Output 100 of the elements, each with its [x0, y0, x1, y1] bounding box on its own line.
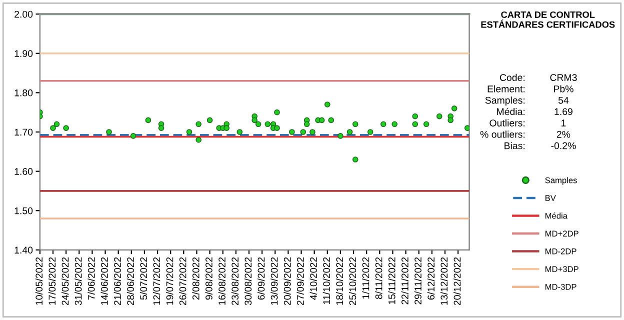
point [346, 129, 353, 135]
point [412, 113, 418, 120]
text: % outliers: [480, 130, 525, 138]
y-tick-label: 1.50 [14, 207, 33, 214]
point [264, 121, 271, 128]
text: CRM3 [550, 74, 577, 82]
point [145, 117, 152, 124]
point [328, 117, 334, 124]
point [392, 121, 398, 128]
point [300, 129, 306, 135]
x-tick-label: 5/07/2022 [140, 257, 148, 300]
x-tick-label: 11/10/2022 [322, 257, 330, 304]
point [224, 125, 230, 131]
point [304, 121, 310, 128]
point [106, 129, 112, 135]
text: Pb% [554, 85, 574, 92]
y-tick-label: 1.70 [14, 128, 33, 136]
legend-label: MD-2DP [546, 248, 576, 254]
x-tick-label: 31/05/2022 [74, 257, 82, 306]
legend-label: MD+3DP [546, 266, 578, 272]
x-tick-label: 16/08/2022 [218, 257, 226, 305]
x-tick-label: 25/10/2022 [348, 257, 356, 306]
x-tick-label: 6/12/2022 [427, 257, 435, 300]
point [289, 129, 295, 135]
point [274, 125, 280, 131]
text: Média: [497, 108, 525, 116]
y-tick-label: 2.00 [14, 10, 33, 18]
text: Code: [500, 74, 525, 82]
y-tick-label: 1.60 [14, 168, 33, 175]
point [196, 121, 202, 128]
point [236, 129, 243, 135]
x-tick-label: 22/11/2022 [401, 257, 408, 304]
text: Bias: [504, 142, 525, 150]
text: 2% [556, 130, 570, 138]
point [54, 121, 60, 128]
x-tick-label: 10/05/2022 [35, 257, 43, 305]
x-tick-label: 20/09/2022 [284, 257, 291, 306]
x-tick-label: 6/09/2022 [258, 257, 265, 300]
x-tick-label: 13/12/2022 [440, 257, 448, 305]
x-tick-label: 2/08/2022 [192, 257, 200, 300]
point [423, 121, 430, 128]
y-tick-label: 1.40 [14, 246, 33, 254]
text: 1 [562, 120, 566, 126]
y-tick-label: 1.90 [14, 50, 33, 58]
x-tick-label: 26/07/2022 [179, 257, 186, 306]
text: CARTA DE CONTROL ESTÁNDARES CERTIFICADOS [481, 11, 615, 28]
x-tick-label: 4/10/2022 [310, 257, 317, 300]
point [412, 121, 418, 128]
x-tick-label: 19/07/2022 [166, 257, 174, 305]
x-tick-label: 1/11/2022 [362, 257, 370, 299]
x-tick-label: 29/11/2022 [414, 257, 422, 304]
point [352, 121, 358, 128]
text: 1.69 [554, 108, 572, 116]
x-tick-label: 7/06/2022 [88, 257, 95, 300]
point [380, 121, 386, 128]
x-tick-label: 9/08/2022 [205, 257, 212, 300]
point [448, 117, 454, 124]
x-tick-label: 20/12/2022 [454, 257, 461, 306]
point [130, 133, 136, 139]
text: Outliers: [490, 119, 525, 126]
x-tick-label: 23/08/2022 [231, 257, 239, 306]
point [367, 129, 374, 135]
point [63, 125, 69, 131]
legend-label: Samples [545, 177, 577, 185]
x-tick-label: 14/06/2022 [100, 257, 108, 305]
x-tick-label: 8/11/2022 [375, 257, 382, 299]
point [324, 102, 330, 108]
legend-label: Média [546, 212, 568, 219]
x-tick-label: 17/05/2022 [48, 257, 56, 305]
point [464, 125, 470, 131]
point [274, 109, 280, 116]
x-tick-label: 13/09/2022 [270, 257, 278, 305]
point [352, 156, 358, 162]
legend-label: MD+2DP [546, 230, 578, 236]
point [318, 117, 325, 124]
text: Samples: [485, 96, 525, 106]
point [50, 125, 56, 131]
x-tick-label: 28/06/2022 [126, 257, 134, 306]
x-tick-label: 15/11/2022 [388, 257, 396, 304]
y-tick-label: 1.80 [14, 89, 33, 96]
x-tick-label: 21/06/2022 [114, 257, 121, 306]
legend-label: MD-3DP [546, 284, 576, 290]
x-tick-label: 12/07/2022 [153, 257, 160, 305]
legend-label: BV [546, 195, 556, 201]
point [310, 129, 316, 135]
x-tick-label: 24/05/2022 [62, 257, 69, 306]
x-tick-label: 18/10/2022 [336, 257, 344, 305]
point [451, 105, 458, 112]
point [158, 125, 164, 131]
text: -0.2% [551, 142, 576, 150]
x-tick-label: 30/08/2022 [244, 257, 252, 306]
point [186, 129, 192, 135]
text: 54 [558, 96, 569, 104]
point [206, 117, 213, 124]
point [255, 121, 262, 128]
point [338, 133, 344, 139]
point [436, 113, 442, 120]
point [252, 117, 258, 124]
text: Element: [488, 85, 525, 92]
point [196, 136, 202, 143]
